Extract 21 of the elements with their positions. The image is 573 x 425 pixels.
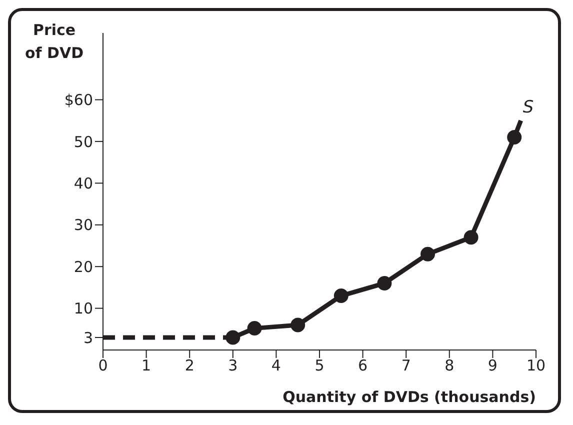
y-tick-label: 30 [74, 216, 93, 234]
y-tick-label: 50 [74, 132, 93, 151]
y-tick-label: 10 [74, 300, 93, 318]
x-tick-label: 10 [526, 356, 546, 375]
x-tick-label: 3 [228, 356, 238, 375]
y-axis-title: Price of DVD [25, 20, 84, 64]
y-tick-label: 40 [74, 174, 93, 192]
x-tick-label: 8 [444, 356, 454, 375]
x-tick-label: 0 [98, 356, 108, 375]
y-tick-label: $60 [64, 91, 93, 110]
x-tick-label: 1 [142, 356, 152, 375]
y-tick-label: 3 [83, 328, 93, 347]
annotation: S [522, 98, 534, 118]
x-tick-label: 2 [184, 356, 194, 375]
x-tick-label: 6 [358, 356, 368, 375]
x-tick-label: 5 [314, 356, 324, 375]
x-tick-label: 9 [488, 356, 498, 375]
y-tick-label: 20 [74, 258, 93, 276]
x-axis-title: Quantity of DVDs (thousands) [282, 388, 536, 406]
x-tick-label: 4 [271, 356, 281, 375]
x-tick-label: 7 [401, 356, 411, 375]
